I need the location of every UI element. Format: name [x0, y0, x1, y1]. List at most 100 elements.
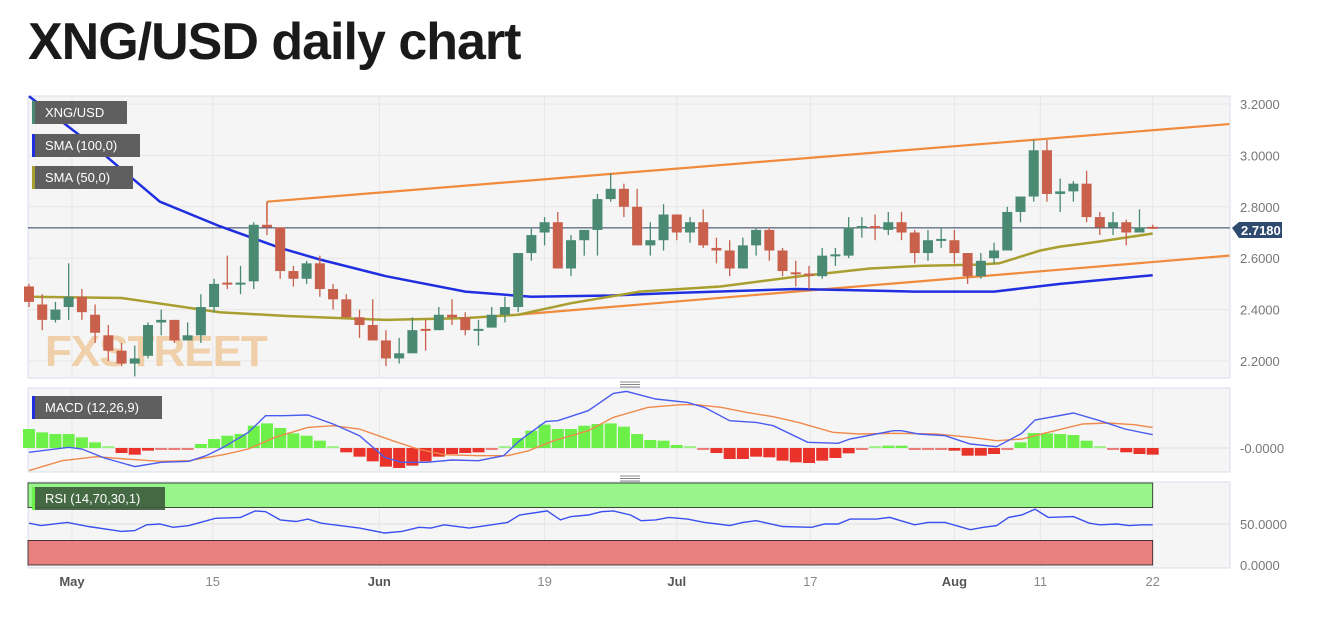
candle-bullish[interactable]: [473, 319, 484, 346]
candle-bullish[interactable]: [883, 211, 894, 236]
candle-bearish[interactable]: [764, 227, 775, 261]
candle-bullish[interactable]: [843, 217, 854, 259]
candle-bullish[interactable]: [486, 307, 497, 328]
candle-bearish[interactable]: [90, 304, 101, 344]
candle-bearish[interactable]: [777, 247, 788, 277]
candle-bearish[interactable]: [169, 319, 180, 344]
candle-bearish[interactable]: [1081, 170, 1092, 223]
candle-bearish[interactable]: [314, 255, 325, 297]
candle-bullish[interactable]: [830, 247, 841, 266]
candle-bullish[interactable]: [989, 242, 1000, 264]
candle-bullish[interactable]: [605, 173, 616, 202]
candle-bullish[interactable]: [856, 217, 867, 238]
candle-bearish[interactable]: [275, 227, 286, 279]
candle-bullish[interactable]: [526, 227, 537, 261]
candle-bearish[interactable]: [870, 214, 881, 241]
candle-bullish[interactable]: [407, 317, 418, 354]
candle-bullish[interactable]: [1015, 196, 1026, 223]
candle-bullish[interactable]: [63, 263, 74, 320]
candle-bearish[interactable]: [711, 237, 722, 264]
candle-bearish[interactable]: [24, 283, 34, 308]
candle-bullish[interactable]: [433, 307, 444, 331]
candle-bullish[interactable]: [658, 204, 669, 251]
candle-bullish[interactable]: [592, 193, 603, 256]
candle-bullish[interactable]: [50, 301, 61, 323]
candle-bullish[interactable]: [737, 237, 748, 269]
candle-bearish[interactable]: [896, 211, 907, 241]
candle-bearish[interactable]: [447, 299, 458, 326]
candle-bullish[interactable]: [129, 345, 140, 377]
candle-body: [1028, 150, 1039, 197]
candle-bullish[interactable]: [936, 227, 947, 248]
candle-bullish[interactable]: [645, 222, 656, 256]
candle-bullish[interactable]: [685, 217, 695, 243]
candle-bearish[interactable]: [949, 229, 960, 264]
candle-bearish[interactable]: [724, 240, 735, 277]
candle-bearish[interactable]: [803, 265, 814, 290]
candle-bullish[interactable]: [235, 265, 246, 295]
candle-bearish[interactable]: [116, 343, 127, 367]
candle-bullish[interactable]: [209, 278, 220, 313]
candle-bullish[interactable]: [922, 229, 933, 261]
candle-bearish[interactable]: [460, 312, 471, 336]
candle-bullish[interactable]: [975, 253, 986, 279]
candle-bullish[interactable]: [156, 309, 167, 336]
candle-bearish[interactable]: [1094, 211, 1105, 236]
candle-body: [116, 350, 127, 364]
trendline: [516, 254, 1230, 316]
macd-legend[interactable]: MACD (12,26,9): [32, 396, 162, 419]
candle-bullish[interactable]: [817, 247, 828, 279]
pane-resize-handle[interactable]: [620, 381, 640, 388]
macd-histogram-bar-positive: [327, 446, 340, 448]
candle-bullish[interactable]: [248, 222, 259, 290]
candle-bullish[interactable]: [142, 322, 153, 359]
candle-bearish[interactable]: [288, 265, 299, 287]
candle-bearish[interactable]: [37, 294, 48, 331]
candle-bearish[interactable]: [76, 289, 87, 320]
candle-bearish[interactable]: [1147, 224, 1158, 229]
candle-bullish[interactable]: [301, 260, 312, 284]
candle-bearish[interactable]: [618, 183, 629, 218]
candle-bullish[interactable]: [1002, 206, 1013, 251]
pane-resize-handle[interactable]: [620, 475, 640, 482]
candle-bearish[interactable]: [790, 260, 801, 287]
candle-bearish[interactable]: [552, 211, 563, 269]
candle-bullish[interactable]: [513, 253, 524, 313]
legend-item[interactable]: SMA (100,0): [32, 134, 140, 157]
rsi-legend[interactable]: RSI (14,70,30,1): [32, 487, 165, 510]
candle-bearish[interactable]: [420, 319, 431, 351]
candle-bearish[interactable]: [1121, 219, 1132, 246]
candle-bearish[interactable]: [341, 294, 352, 318]
candle-bearish[interactable]: [103, 325, 114, 361]
candle-bearish[interactable]: [962, 253, 973, 284]
legend-item[interactable]: SMA (50,0): [32, 166, 133, 189]
x-tick-label: 22: [1145, 574, 1159, 589]
candle-bearish[interactable]: [698, 209, 709, 248]
candle-bearish[interactable]: [909, 229, 920, 264]
candle-bullish[interactable]: [1055, 178, 1066, 212]
candle-bullish[interactable]: [394, 337, 405, 364]
candle-bullish[interactable]: [579, 229, 590, 256]
candle-bearish[interactable]: [328, 283, 339, 310]
candle-bullish[interactable]: [566, 235, 577, 277]
candle-bearish[interactable]: [1041, 139, 1052, 202]
candle-bullish[interactable]: [539, 217, 550, 246]
legend-item[interactable]: XNG/USD: [32, 101, 127, 124]
candle-bearish[interactable]: [380, 330, 391, 367]
candle-bearish[interactable]: [671, 214, 682, 241]
candle-bearish[interactable]: [354, 309, 365, 338]
candle-bearish[interactable]: [261, 201, 272, 236]
candle-bearish[interactable]: [222, 255, 233, 290]
candle-bearish[interactable]: [632, 188, 643, 246]
candle-bullish[interactable]: [182, 322, 193, 341]
candle-bullish[interactable]: [499, 296, 510, 323]
candle-bullish[interactable]: [1068, 181, 1079, 202]
candle-bullish[interactable]: [1108, 211, 1119, 236]
candle-body: [1108, 222, 1119, 228]
candle-bullish[interactable]: [195, 294, 206, 344]
candle-bullish[interactable]: [1028, 139, 1039, 202]
candle-bullish[interactable]: [1134, 209, 1145, 233]
candle-bullish[interactable]: [751, 227, 762, 256]
candle-bearish[interactable]: [367, 299, 378, 341]
